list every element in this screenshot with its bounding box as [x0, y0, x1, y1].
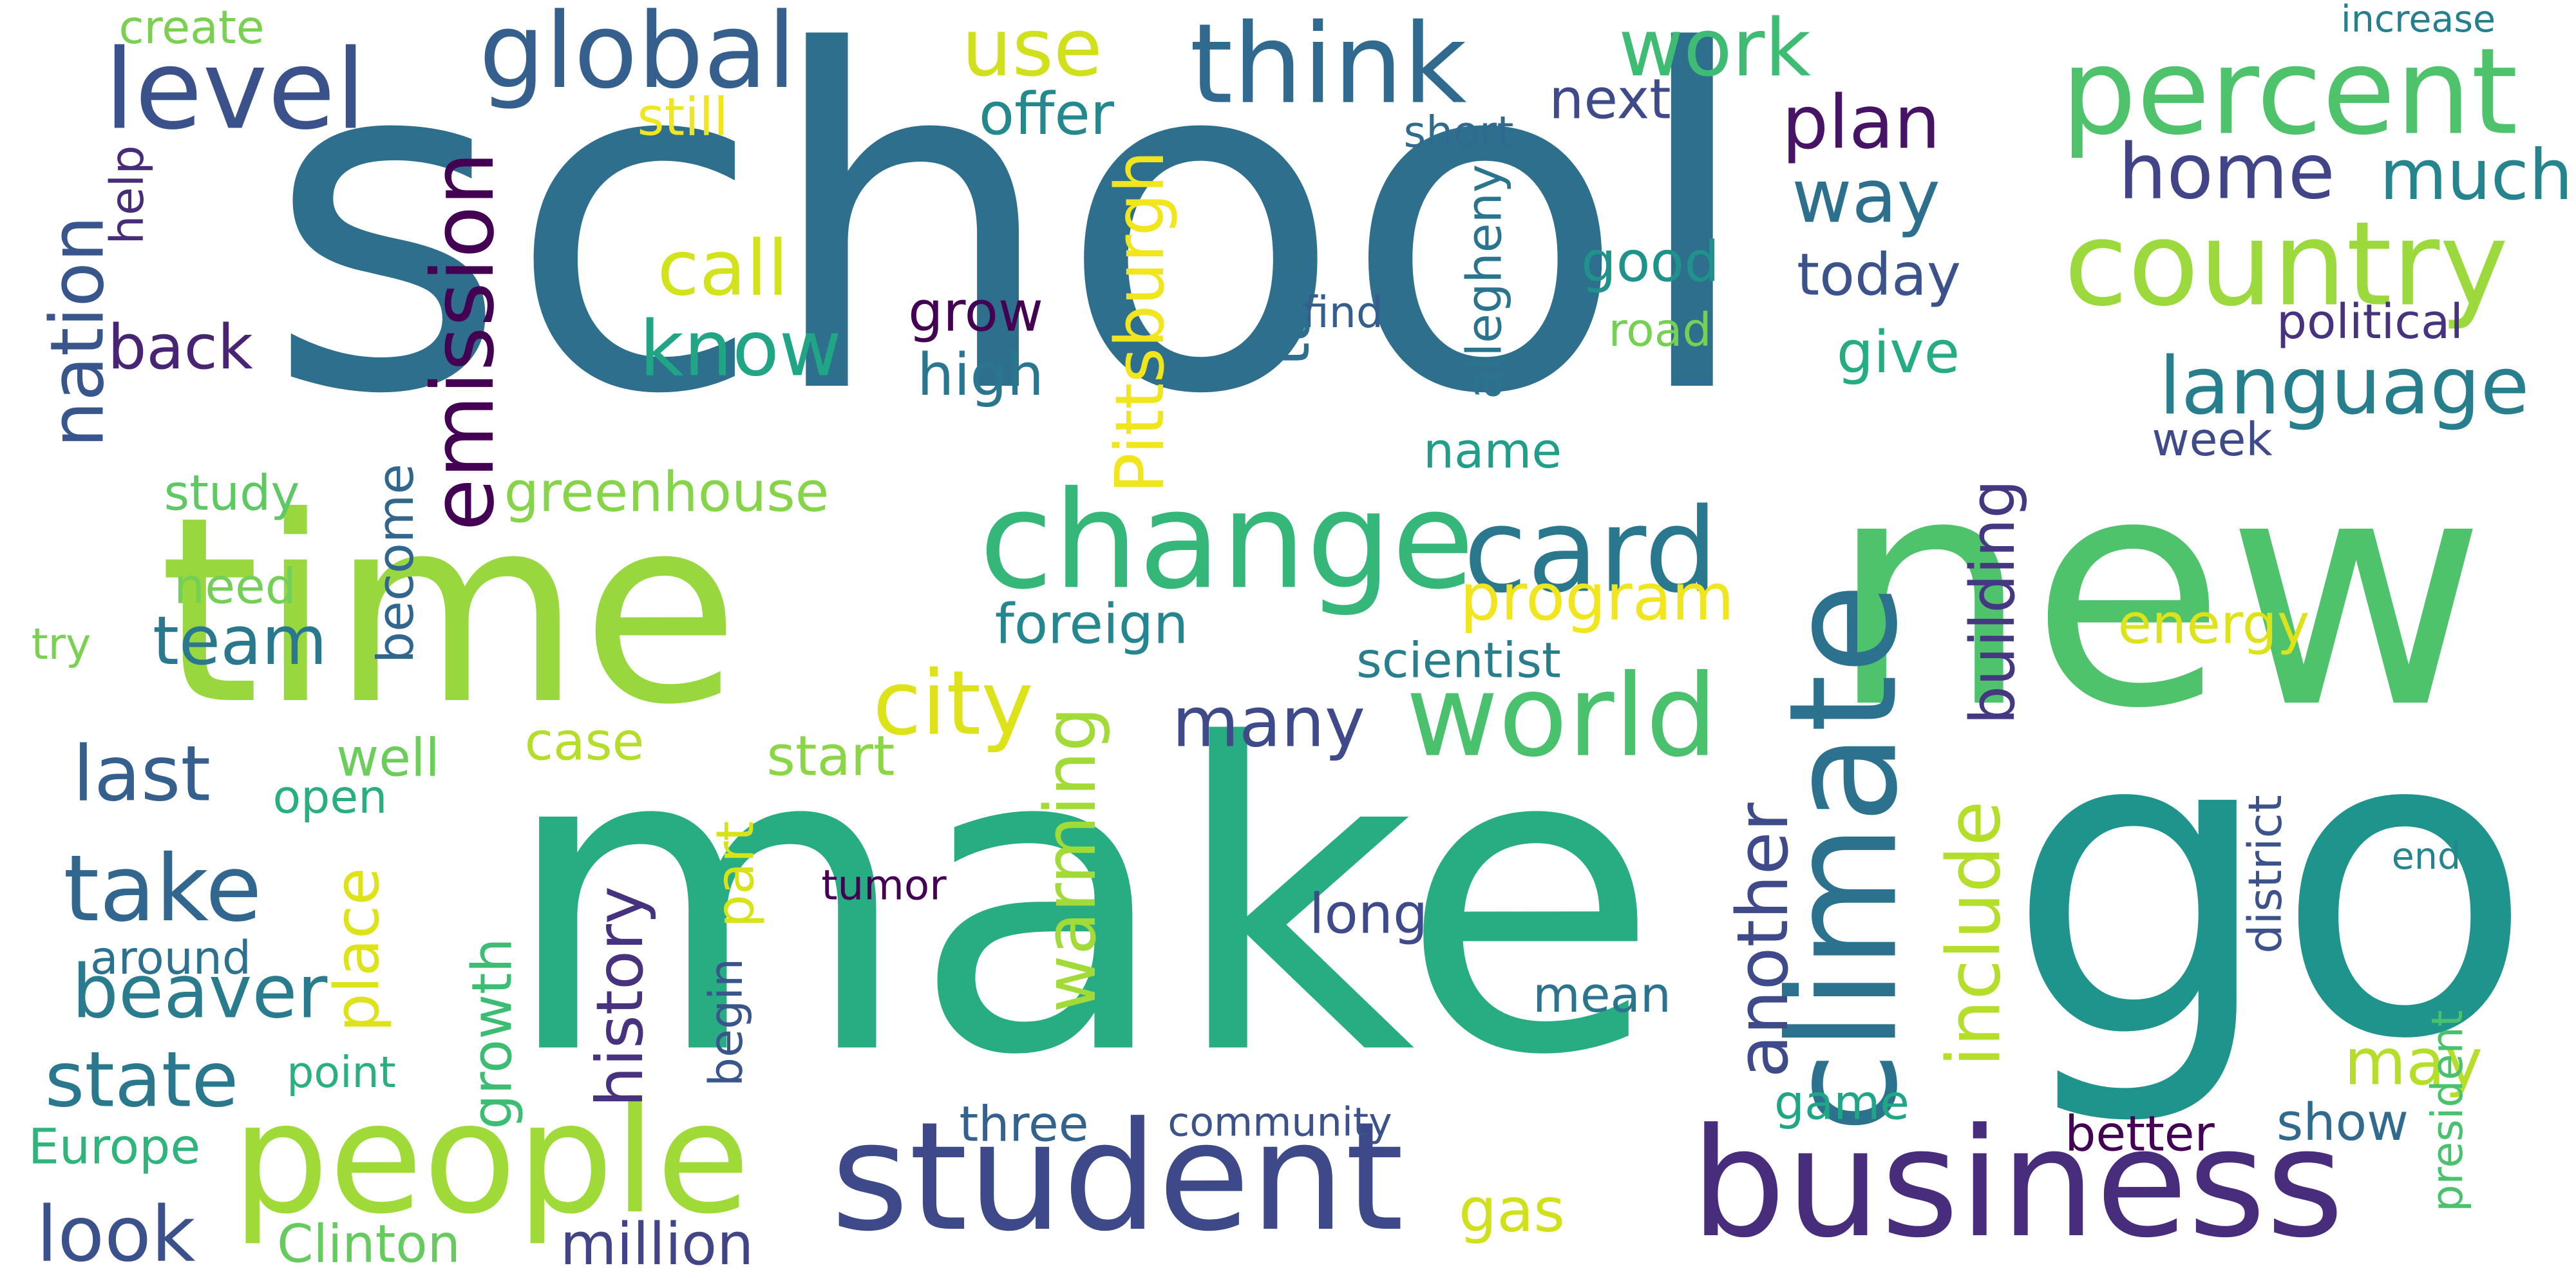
- word-history: history: [582, 886, 658, 1107]
- word-change: change: [979, 463, 1474, 620]
- word-new: new: [1828, 407, 2486, 778]
- word-foreign: foreign: [995, 593, 1189, 657]
- word-warming: warming: [1030, 707, 1112, 1013]
- word-greenhouse: greenhouse: [504, 461, 829, 525]
- word-business: business: [1690, 1096, 2344, 1271]
- word-time: time: [159, 462, 739, 761]
- word-gas: gas: [1459, 1176, 1565, 1246]
- word-back: back: [108, 312, 253, 383]
- word-way: way: [1792, 154, 1940, 240]
- word-allegheny: allegheny: [1457, 164, 1513, 399]
- word-know: know: [639, 305, 842, 394]
- word-part: part: [706, 821, 766, 928]
- word-show: show: [2277, 1092, 2409, 1152]
- word-offer: offer: [979, 80, 1115, 148]
- word-energy: energy: [2118, 593, 2310, 657]
- word-make: make: [501, 656, 1660, 1148]
- word-case: case: [525, 712, 645, 773]
- word-high: high: [917, 341, 1044, 409]
- word-world: world: [1406, 651, 1718, 782]
- word-last: last: [73, 730, 211, 819]
- word-find: find: [1302, 287, 1383, 337]
- word-community: community: [1168, 1099, 1392, 1146]
- word-plan: plan: [1782, 80, 1940, 166]
- word-home: home: [2118, 128, 2335, 217]
- word-go: go: [2006, 639, 2534, 1132]
- word-building: building: [1958, 480, 2029, 725]
- word-people: people: [232, 1070, 750, 1248]
- word-level: level: [104, 26, 366, 155]
- word-study: study: [164, 464, 300, 522]
- word-school: school: [266, 0, 1757, 496]
- word-city: city: [873, 652, 1034, 755]
- word-long: long: [1309, 883, 1428, 947]
- word-increase: increase: [2341, 0, 2496, 41]
- word-become: become: [367, 464, 425, 663]
- word-global: global: [479, 0, 797, 112]
- word-give: give: [1837, 319, 1960, 386]
- word-call: call: [657, 225, 788, 314]
- word-percent: percent: [2061, 23, 2518, 162]
- word-place: place: [322, 867, 393, 1032]
- word-grow: grow: [908, 281, 1043, 345]
- word-end: end: [2392, 835, 2461, 878]
- word-state: state: [45, 1036, 239, 1125]
- word-include: include: [1931, 800, 2017, 1066]
- word-begin: begin: [699, 958, 753, 1086]
- word-start: start: [766, 725, 895, 789]
- word-mean: mean: [1533, 967, 1671, 1023]
- word-team: team: [153, 601, 327, 680]
- word-better: better: [2065, 1105, 2215, 1162]
- word-well: well: [336, 728, 440, 789]
- word-short: short: [1404, 107, 1514, 157]
- word-may: may: [2344, 1026, 2483, 1100]
- word-good: good: [1581, 231, 1719, 295]
- word-student: student: [831, 1090, 1404, 1264]
- word-country: country: [2064, 196, 2508, 332]
- word-language: language: [2159, 340, 2530, 433]
- word-take: take: [63, 835, 261, 942]
- word-week: week: [2152, 413, 2273, 466]
- word-create: create: [118, 1, 264, 54]
- word-tumor: tumor: [821, 862, 947, 910]
- word-still: still: [637, 88, 728, 148]
- word-scientist: scientist: [1356, 632, 1561, 689]
- word-think: think: [1189, 1, 1466, 129]
- word-game: game: [1774, 1075, 1909, 1131]
- word-around: around: [90, 931, 251, 985]
- word-program: program: [1460, 560, 1734, 635]
- word-today: today: [1797, 242, 1961, 309]
- word-growth: growth: [461, 938, 525, 1130]
- word-open: open: [273, 770, 388, 824]
- word-three: three: [959, 1095, 1088, 1153]
- word-look: look: [36, 1191, 195, 1280]
- word-million: million: [560, 1211, 754, 1278]
- word-need: need: [174, 558, 296, 615]
- word-another: another: [1722, 802, 1804, 1077]
- word-many: many: [1172, 683, 1365, 763]
- word-emission: emission: [414, 151, 513, 531]
- word-tax: tax: [1253, 269, 1323, 366]
- word-beaver: beaver: [72, 949, 328, 1035]
- word-road: road: [1608, 303, 1711, 357]
- word-president: president: [2422, 1010, 2472, 1211]
- word-try: try: [32, 619, 91, 669]
- word-clinton: Clinton: [277, 1215, 460, 1275]
- word-pittsburgh: Pittsburgh: [1101, 151, 1179, 493]
- word-district: district: [2239, 795, 2292, 953]
- word-next: next: [1549, 68, 1671, 132]
- word-europe: Europe: [28, 1118, 200, 1175]
- word-political: political: [2277, 294, 2463, 350]
- word-much: much: [2380, 135, 2573, 216]
- word-use: use: [961, 2, 1103, 95]
- word-name: name: [1423, 422, 1562, 479]
- word-work: work: [1618, 2, 1811, 95]
- word-card: card: [1463, 483, 1718, 619]
- word-point: point: [287, 1047, 396, 1097]
- word-climate: climate: [1757, 583, 1931, 1133]
- word-help: help: [100, 145, 154, 244]
- word-nation: nation: [35, 216, 120, 448]
